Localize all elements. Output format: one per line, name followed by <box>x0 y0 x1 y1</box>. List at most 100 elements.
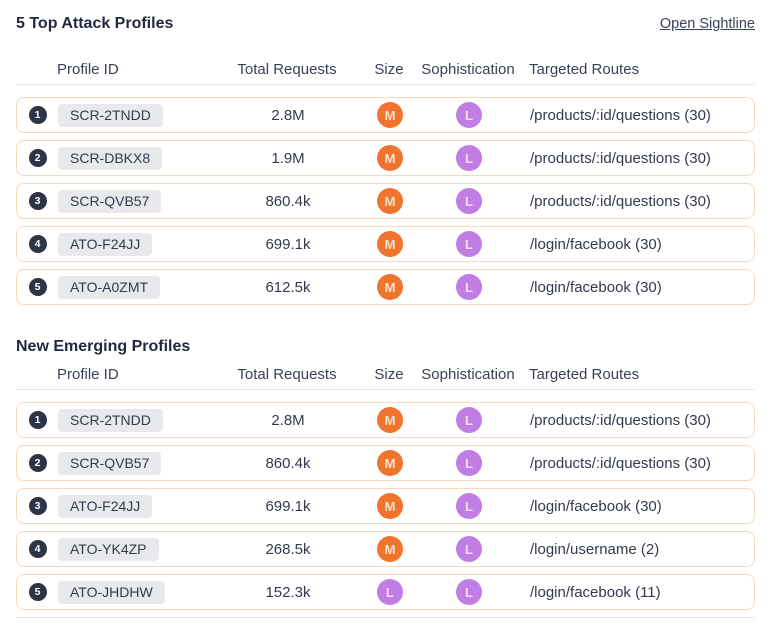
profile-id-badge: ATO-JHDHW <box>58 580 165 604</box>
sophistication-badge: L <box>456 231 482 257</box>
column-header-size: Size <box>374 61 404 78</box>
sophistication-badge: L <box>456 145 482 171</box>
targeted-routes-value: /login/facebook (11) <box>530 583 661 601</box>
profile-row[interactable]: 2 SCR-DBKX8 1.9M M L /products/:id/quest… <box>16 140 755 176</box>
size-cell: L <box>372 579 408 605</box>
bottom-divider <box>16 617 755 618</box>
sophistication-cell: L <box>408 145 530 171</box>
size-cell: M <box>372 231 408 257</box>
table-rows: 1 SCR-2TNDD 2.8M M L /products/:id/quest… <box>16 402 755 610</box>
rank-cell: 4 <box>17 540 58 558</box>
section-header: 5 Top Attack Profiles Open Sightline <box>16 14 755 34</box>
size-cell: M <box>372 274 408 300</box>
column-header-total-requests: Total Requests <box>237 366 337 383</box>
profile-id-cell: SCR-QVB57 <box>58 189 204 213</box>
total-requests-value: 2.8M <box>271 106 305 124</box>
targeted-routes-value: /products/:id/questions (30) <box>530 192 711 210</box>
total-requests-value: 152.3k <box>265 583 311 601</box>
size-cell: M <box>372 188 408 214</box>
sophistication-badge: L <box>456 188 482 214</box>
sophistication-cell: L <box>408 450 530 476</box>
sophistication-cell: L <box>408 407 530 433</box>
rank-badge: 4 <box>28 540 47 558</box>
sophistication-badge: L <box>456 579 482 605</box>
top-attack-profiles-section: 5 Top Attack Profiles Open Sightline Pro… <box>16 14 755 305</box>
sophistication-cell: L <box>408 579 530 605</box>
sophistication-cell: L <box>408 493 530 519</box>
profile-id-cell: SCR-QVB57 <box>58 451 204 475</box>
profile-row[interactable]: 1 SCR-2TNDD 2.8M M L /products/:id/quest… <box>16 402 755 438</box>
size-badge: M <box>377 536 403 562</box>
profile-id-cell: ATO-A0ZMT <box>58 275 204 299</box>
column-header-size: Size <box>374 366 404 383</box>
size-badge: M <box>377 231 403 257</box>
total-requests-value: 699.1k <box>265 497 311 515</box>
sophistication-cell: L <box>408 274 530 300</box>
profile-id-badge: SCR-2TNDD <box>58 103 163 127</box>
rank-cell: 4 <box>17 235 58 253</box>
column-header-profile-id: Profile ID <box>57 61 119 78</box>
rank-cell: 1 <box>17 106 58 124</box>
targeted-routes-value: /login/facebook (30) <box>530 497 662 515</box>
targeted-routes-value: /login/username (2) <box>530 540 660 558</box>
size-cell: M <box>372 450 408 476</box>
profile-row[interactable]: 5 ATO-A0ZMT 612.5k M L /login/facebook (… <box>16 269 755 305</box>
section-title: 5 Top Attack Profiles <box>16 15 174 32</box>
profile-id-cell: SCR-DBKX8 <box>58 146 204 170</box>
column-header-targeted-routes: Targeted Routes <box>529 366 640 383</box>
sophistication-badge: L <box>456 102 482 128</box>
column-header-profile-id: Profile ID <box>57 366 119 383</box>
profile-row[interactable]: 4 ATO-F24JJ 699.1k M L /login/facebook (… <box>16 226 755 262</box>
rank-cell: 5 <box>17 583 58 601</box>
attack-profiles-panel: 5 Top Attack Profiles Open Sightline Pro… <box>16 14 755 618</box>
rank-cell: 5 <box>17 278 58 296</box>
rank-badge: 5 <box>28 583 47 601</box>
rank-badge: 3 <box>28 192 47 210</box>
sophistication-badge: L <box>456 407 482 433</box>
table-header-row: Profile ID Total Requests Size Sophistic… <box>16 367 755 390</box>
profile-id-cell: ATO-F24JJ <box>58 494 204 518</box>
rank-cell: 2 <box>17 454 58 472</box>
targeted-routes-value: /login/facebook (30) <box>530 278 662 296</box>
profile-row[interactable]: 5 ATO-JHDHW 152.3k L L /login/facebook (… <box>16 574 755 610</box>
profile-row[interactable]: 1 SCR-2TNDD 2.8M M L /products/:id/quest… <box>16 97 755 133</box>
sophistication-cell: L <box>408 231 530 257</box>
rank-badge: 2 <box>28 149 47 167</box>
total-requests-value: 699.1k <box>265 235 311 253</box>
profile-row[interactable]: 3 ATO-F24JJ 699.1k M L /login/facebook (… <box>16 488 755 524</box>
size-cell: M <box>372 145 408 171</box>
targeted-routes-value: /products/:id/questions (30) <box>530 149 711 167</box>
profile-id-cell: SCR-2TNDD <box>58 408 204 432</box>
size-cell: M <box>372 407 408 433</box>
column-header-sophistication: Sophistication <box>421 366 515 383</box>
profile-id-cell: SCR-2TNDD <box>58 103 204 127</box>
rank-badge: 3 <box>28 497 47 515</box>
sophistication-cell: L <box>408 188 530 214</box>
size-badge: L <box>377 579 403 605</box>
profile-id-cell: ATO-YK4ZP <box>58 537 204 561</box>
profile-id-badge: SCR-2TNDD <box>58 408 163 432</box>
section-header: New Emerging Profiles <box>16 337 755 357</box>
sophistication-cell: L <box>408 536 530 562</box>
rank-badge: 5 <box>28 278 47 296</box>
size-cell: M <box>372 493 408 519</box>
profile-row[interactable]: 2 SCR-QVB57 860.4k M L /products/:id/que… <box>16 445 755 481</box>
table-header-row: Profile ID Total Requests Size Sophistic… <box>16 62 755 85</box>
sophistication-badge: L <box>456 450 482 476</box>
top-attack-profiles-table: Profile ID Total Requests Size Sophistic… <box>16 62 755 305</box>
rank-cell: 3 <box>17 192 58 210</box>
size-badge: M <box>377 274 403 300</box>
total-requests-value: 268.5k <box>265 540 311 558</box>
rank-badge: 4 <box>28 235 47 253</box>
size-badge: M <box>377 145 403 171</box>
profile-row[interactable]: 3 SCR-QVB57 860.4k M L /products/:id/que… <box>16 183 755 219</box>
table-rows: 1 SCR-2TNDD 2.8M M L /products/:id/quest… <box>16 97 755 305</box>
profile-row[interactable]: 4 ATO-YK4ZP 268.5k M L /login/username (… <box>16 531 755 567</box>
open-sightline-link[interactable]: Open Sightline <box>659 16 755 32</box>
profile-id-cell: ATO-JHDHW <box>58 580 204 604</box>
size-badge: M <box>377 102 403 128</box>
profile-id-badge: SCR-QVB57 <box>58 189 162 213</box>
new-emerging-profiles-table: Profile ID Total Requests Size Sophistic… <box>16 367 755 610</box>
rank-badge: 2 <box>28 454 47 472</box>
profile-id-badge: ATO-F24JJ <box>58 494 153 518</box>
